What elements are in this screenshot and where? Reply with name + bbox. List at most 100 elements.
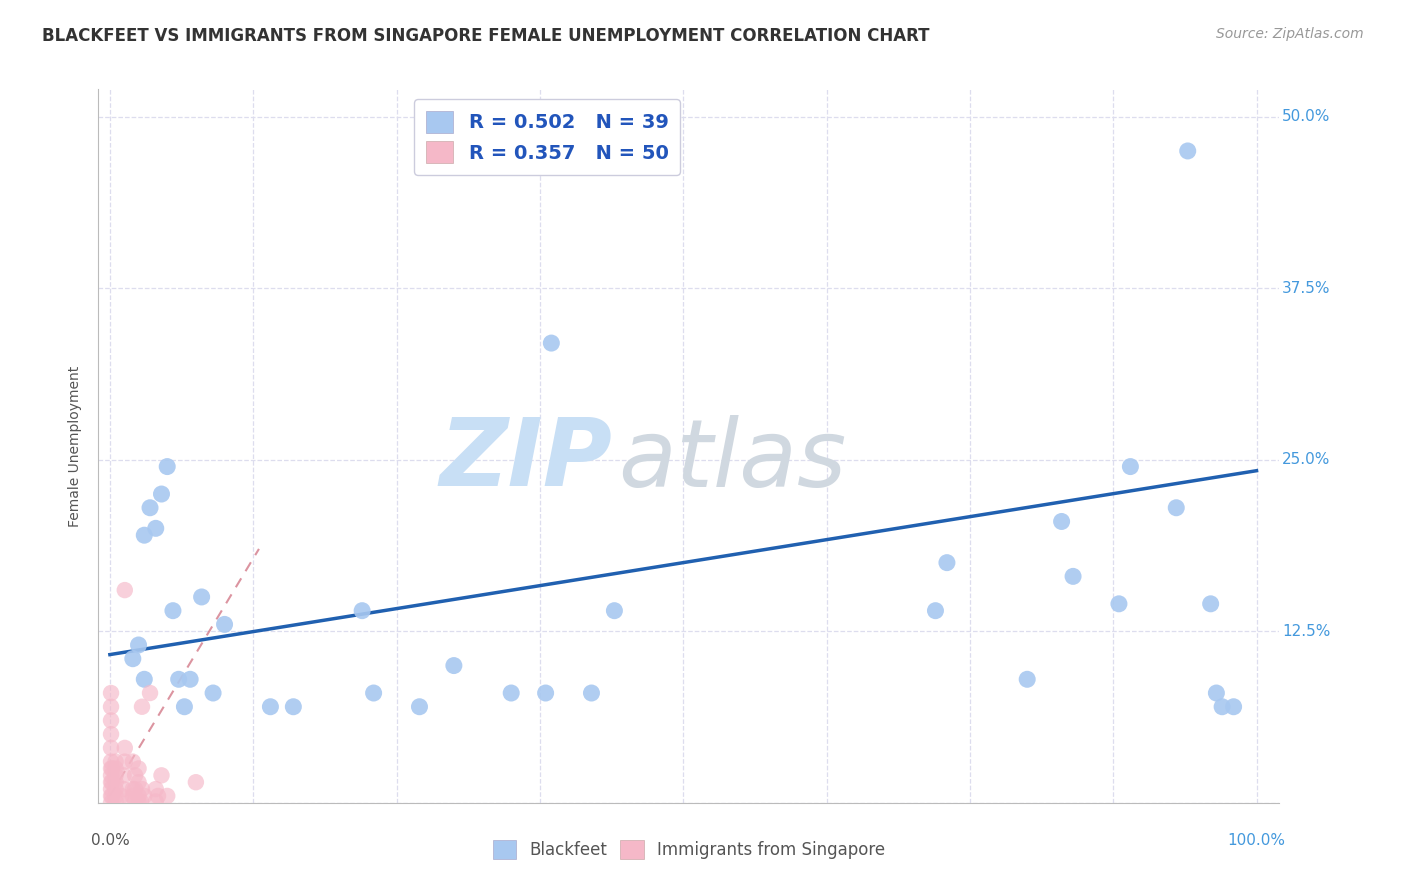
Point (100, 686, 122, 700)
Point (1211, 699, 1233, 714)
Point (134, 673, 156, 687)
Point (131, 699, 153, 714)
Point (352, 604, 374, 618)
Point (104, 775, 127, 789)
Point (1050, 515, 1073, 529)
Point (1166, 500, 1188, 515)
Point (100, 768, 122, 782)
Point (131, 782, 153, 797)
Text: 0.0%: 0.0% (90, 833, 129, 848)
Point (534, 686, 557, 700)
Point (935, 556, 957, 570)
Point (139, 500, 162, 515)
Point (124, 794, 146, 808)
Point (104, 755, 127, 769)
Point (179, 673, 201, 687)
Point (1119, 459, 1142, 474)
Point (190, 590, 212, 604)
Point (162, 604, 184, 618)
Point (150, 768, 173, 782)
Point (104, 768, 127, 782)
Point (408, 699, 430, 714)
Text: 12.5%: 12.5% (1282, 624, 1330, 639)
Point (121, 789, 143, 803)
Point (214, 617, 236, 632)
Text: Source: ZipAtlas.com: Source: ZipAtlas.com (1216, 27, 1364, 41)
Point (128, 794, 150, 808)
Point (100, 755, 122, 769)
Point (1199, 597, 1222, 611)
Y-axis label: Female Unemployment: Female Unemployment (69, 366, 83, 526)
Point (100, 699, 122, 714)
Point (173, 699, 195, 714)
Point (139, 686, 162, 700)
Point (924, 604, 946, 618)
Point (101, 762, 124, 776)
Point (134, 528, 156, 542)
Point (363, 686, 385, 700)
Point (114, 583, 136, 598)
Point (128, 775, 150, 789)
Point (1062, 569, 1084, 583)
Point (100, 762, 122, 776)
Point (121, 782, 143, 797)
Point (110, 789, 132, 803)
Point (128, 638, 150, 652)
Point (100, 740, 122, 755)
Point (1108, 597, 1130, 611)
Point (167, 673, 190, 687)
Text: BLACKFEET VS IMMIGRANTS FROM SINGAPORE FEMALE UNEMPLOYMENT CORRELATION CHART: BLACKFEET VS IMMIGRANTS FROM SINGAPORE F… (42, 27, 929, 45)
Point (128, 762, 150, 776)
Point (1205, 686, 1227, 700)
Point (150, 487, 173, 501)
Point (1177, 144, 1199, 158)
Point (443, 658, 465, 673)
Point (283, 699, 305, 714)
Point (156, 459, 179, 474)
Point (100, 796, 122, 810)
Point (100, 789, 122, 803)
Point (124, 782, 146, 797)
Text: 100.0%: 100.0% (1227, 833, 1285, 848)
Point (145, 794, 167, 808)
Point (121, 651, 143, 665)
Point (145, 521, 167, 535)
Text: 37.5%: 37.5% (1282, 281, 1330, 295)
Point (146, 789, 169, 803)
Point (100, 782, 122, 797)
Point (121, 755, 143, 769)
Point (101, 789, 124, 803)
Point (101, 775, 124, 789)
Point (134, 789, 156, 803)
Text: ZIP: ZIP (439, 414, 612, 507)
Point (112, 768, 135, 782)
Point (112, 782, 135, 797)
Point (184, 775, 207, 789)
Legend: Blackfeet, Immigrants from Singapore: Blackfeet, Immigrants from Singapore (486, 833, 891, 866)
Point (540, 336, 562, 351)
Text: 50.0%: 50.0% (1282, 109, 1330, 124)
Point (145, 782, 167, 797)
Point (603, 604, 626, 618)
Point (202, 686, 225, 700)
Point (100, 714, 122, 728)
Point (100, 775, 122, 789)
Point (104, 789, 127, 803)
Point (156, 789, 179, 803)
Point (129, 794, 152, 808)
Point (104, 794, 127, 808)
Point (114, 740, 136, 755)
Text: 25.0%: 25.0% (1282, 452, 1330, 467)
Point (128, 789, 150, 803)
Text: atlas: atlas (619, 415, 846, 506)
Point (114, 755, 136, 769)
Point (259, 699, 281, 714)
Point (124, 768, 146, 782)
Point (501, 686, 523, 700)
Point (120, 794, 142, 808)
Point (104, 762, 127, 776)
Point (581, 686, 603, 700)
Point (1017, 673, 1039, 687)
Point (100, 727, 122, 741)
Point (1222, 699, 1244, 714)
